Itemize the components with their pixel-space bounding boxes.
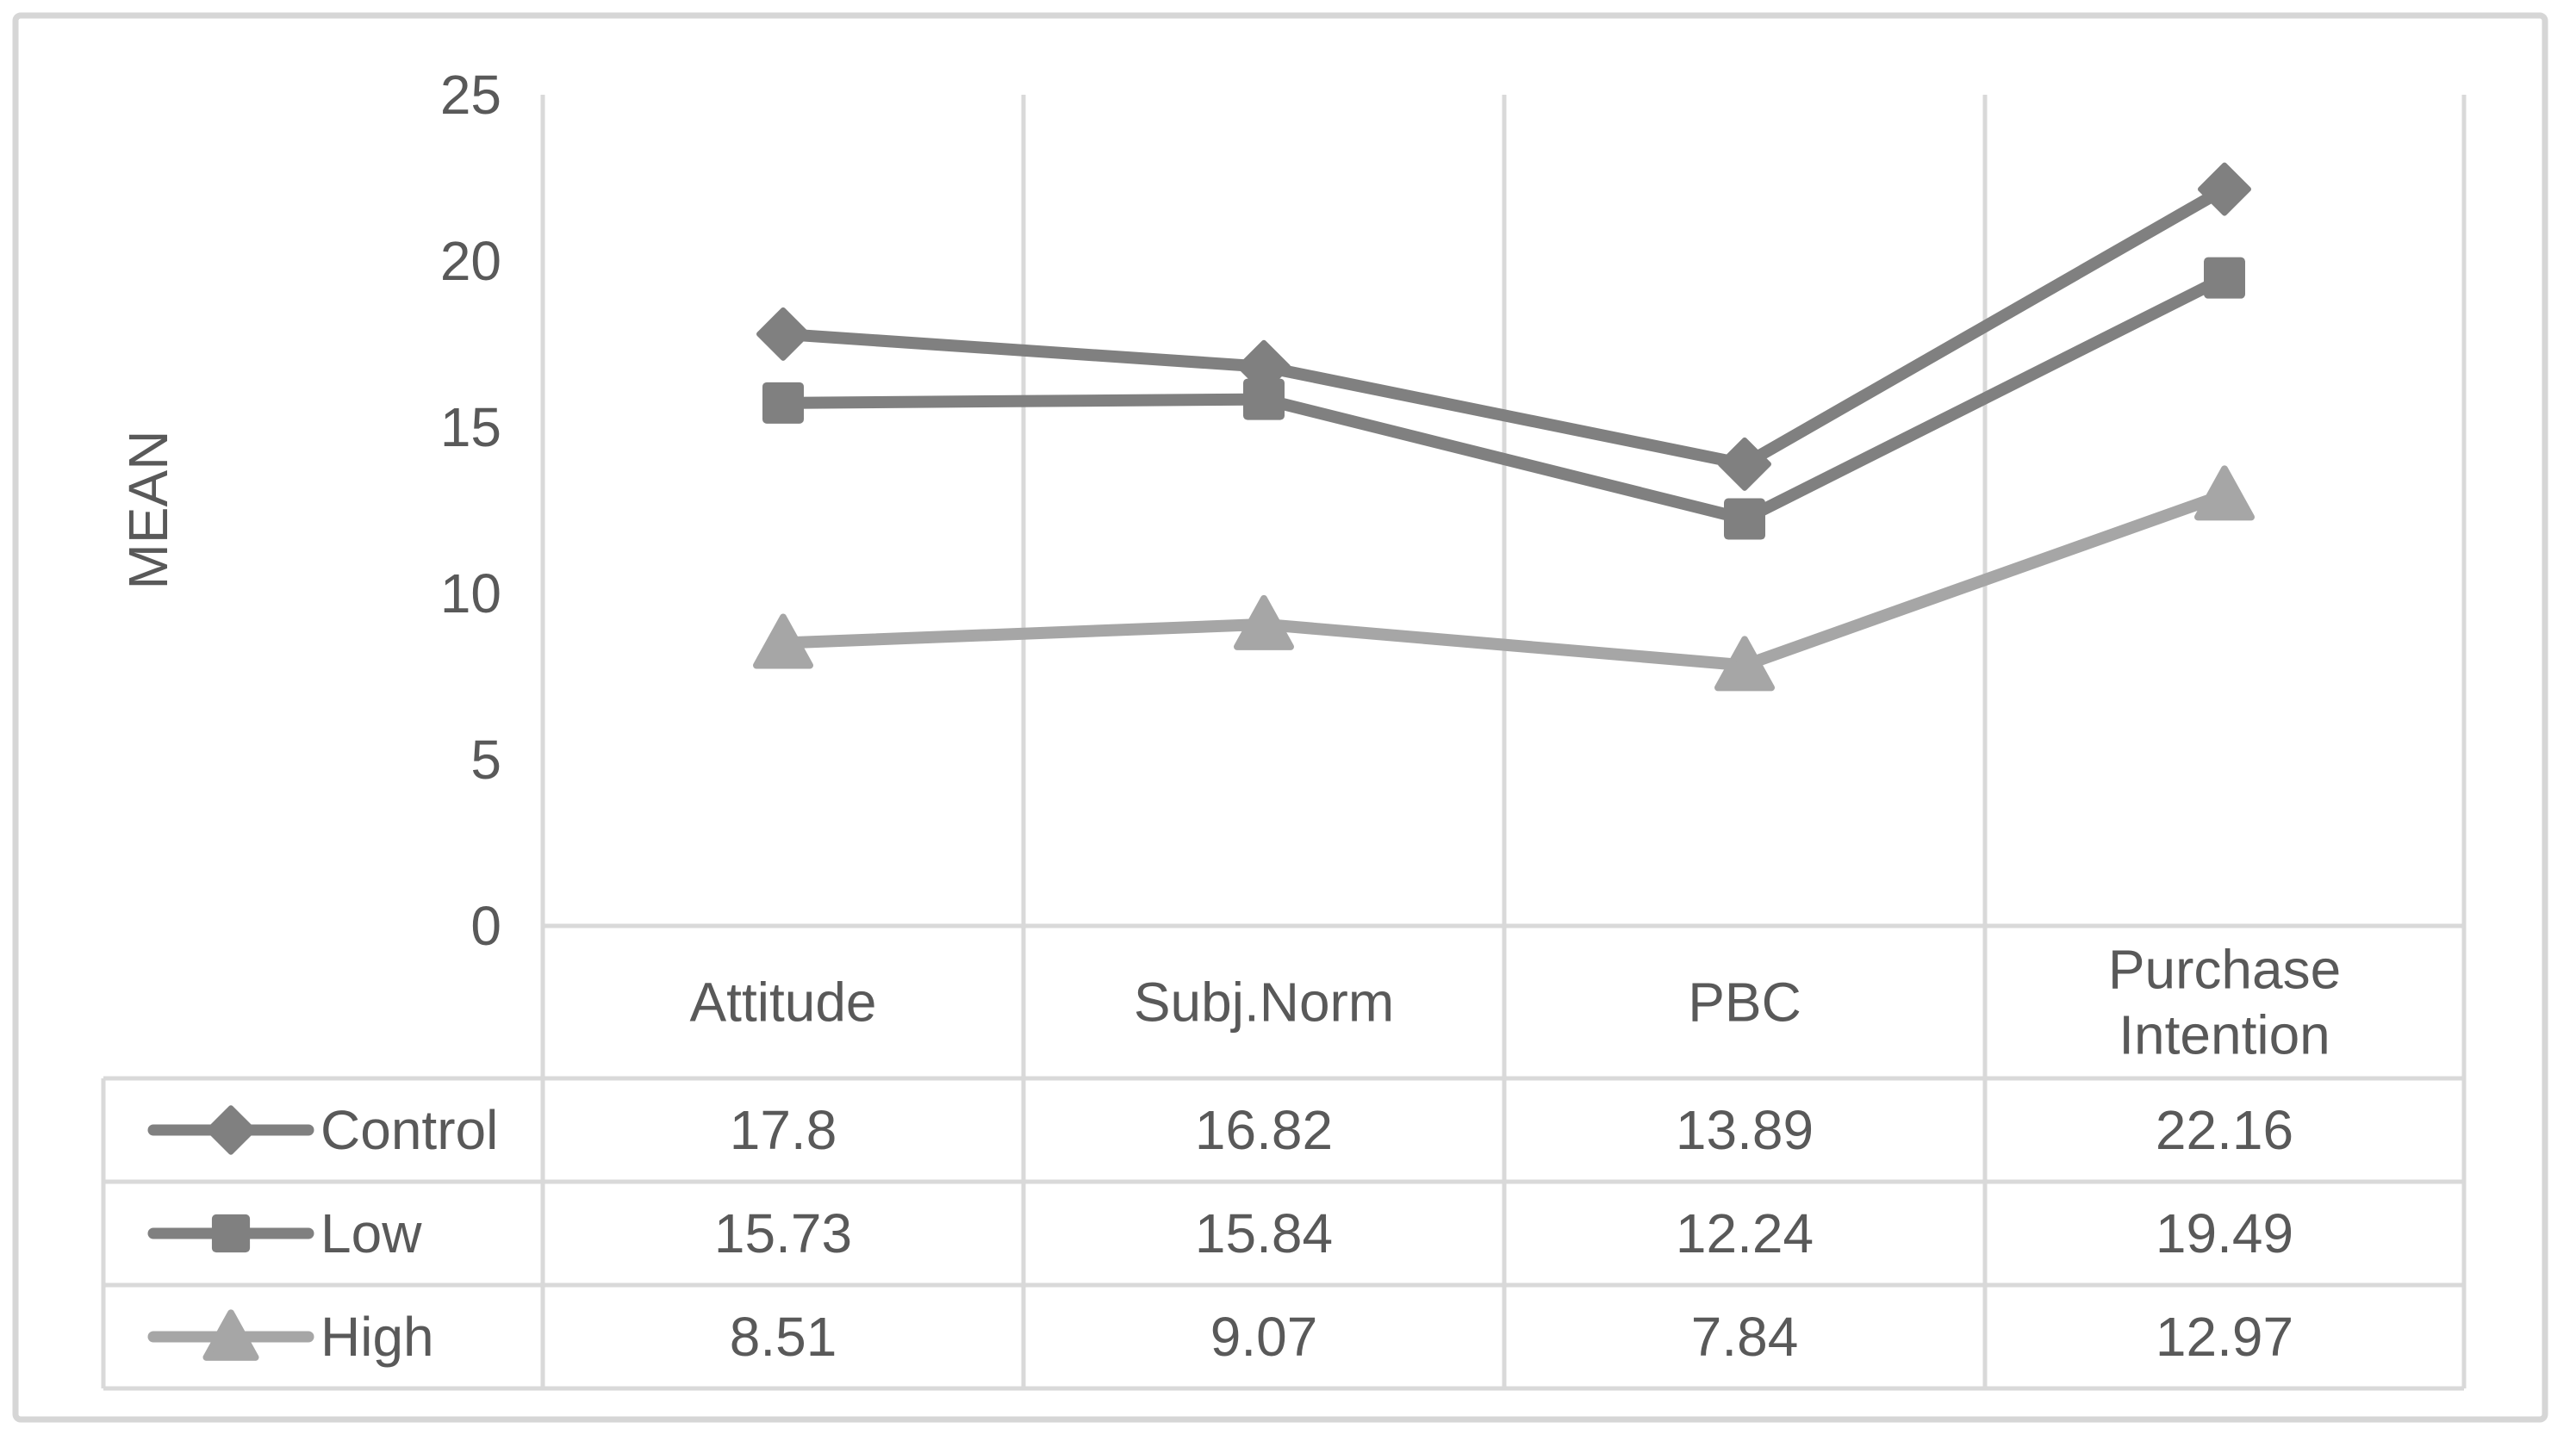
series-marker-diamond-control	[756, 307, 810, 361]
labels-layer: 25 20 15 10 5 0 Attitude Subj.Norm PBC Purchase In…	[147, 64, 2341, 1368]
table-value: 15.84	[1195, 1202, 1333, 1264]
table-value: 13.89	[1676, 1099, 1814, 1161]
y-axis-title: MEAN	[117, 431, 179, 590]
legend-label: Low	[320, 1202, 422, 1264]
table-value: 22.16	[2156, 1099, 2293, 1161]
series-line-high	[777, 488, 2231, 672]
table-value: 9.07	[1210, 1306, 1318, 1368]
table-value: 12.24	[1676, 1202, 1814, 1264]
series-marker-square-low	[762, 382, 804, 424]
legend-key-square-icon	[211, 1214, 251, 1253]
gridlines-layer	[540, 95, 2467, 1388]
legend-key-diamond-icon	[206, 1105, 256, 1155]
series-marker-triangle-high	[1234, 594, 1294, 650]
table-value: 8.51	[730, 1306, 837, 1368]
y-tick-label: 15	[440, 396, 501, 458]
series-marker-triangle-high	[1714, 636, 1775, 692]
series-layer	[753, 162, 2255, 692]
table-value: 12.97	[2156, 1306, 2293, 1368]
series-line-control	[777, 183, 2231, 470]
legend-label: Control	[320, 1099, 498, 1161]
category-header: Attitude	[689, 972, 876, 1034]
series-marker-triangle-high	[2194, 465, 2255, 521]
table-value: 17.8	[730, 1099, 837, 1161]
series-marker-diamond-control	[1718, 437, 1771, 491]
category-header: Purchase Intention	[2108, 939, 2341, 1066]
y-tick-label: 20	[440, 230, 501, 292]
series-line-low	[777, 271, 2231, 525]
table-value: 16.82	[1195, 1099, 1333, 1161]
legend-key-triangle-icon	[202, 1309, 259, 1361]
category-header: PBC	[1688, 972, 1801, 1034]
series-marker-square-low	[1243, 378, 1285, 420]
table-value: 19.49	[2156, 1202, 2293, 1264]
y-tick-label: 0	[470, 895, 501, 957]
series-marker-diamond-control	[2198, 162, 2251, 216]
table-value: 7.84	[1691, 1306, 1799, 1368]
table-borders-layer	[101, 923, 2464, 1391]
y-tick-label: 5	[470, 729, 501, 791]
category-header: Subj.Norm	[1134, 972, 1394, 1034]
table-value: 15.73	[714, 1202, 852, 1264]
y-tick-label: 25	[440, 64, 501, 126]
legend-label: High	[320, 1306, 434, 1368]
series-marker-square-low	[1724, 498, 1765, 540]
series-marker-triangle-high	[753, 613, 813, 669]
series-marker-square-low	[2204, 257, 2245, 299]
y-tick-label: 10	[440, 562, 501, 624]
